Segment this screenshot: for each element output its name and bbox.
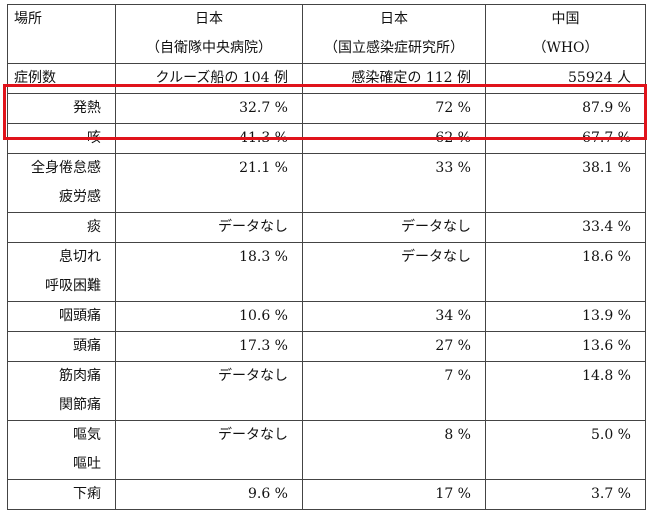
value-sdf: データなし [115, 420, 303, 480]
symptom-row: 嘔気嘔吐 データなし 8 % 5.0 % [7, 420, 646, 480]
symptom-row: 咽頭痛 10.6 % 34 % 13.9 % [7, 301, 646, 332]
value-niid: データなし [302, 242, 486, 302]
symptom-row: 咳 41.3 % 62 % 67.7 % [7, 123, 646, 154]
value-who: 38.1 % [485, 153, 646, 213]
value-who: 13.9 % [485, 301, 646, 332]
symptom-label: 嘔気 嘔吐 [7, 420, 116, 480]
value-who: 18.6 % [485, 242, 646, 302]
symptom-row: 筋肉痛関節痛 データなし 7 % 14.8 % [7, 361, 646, 421]
symptom-comparison-table: 場所 日本 （自衛隊中央病院） 日本 （国立感染症研究所） 中国 （WHO） 症… [7, 4, 646, 510]
header-country: 中国 [551, 11, 580, 27]
value-niid: 17 % [302, 479, 486, 510]
symptom-label: 頭痛 [7, 331, 116, 362]
symptom-label: 咽頭痛 [7, 301, 116, 332]
header-source: （国立感染症研究所） [324, 40, 464, 56]
value-sdf: データなし [115, 212, 303, 243]
value-niid: 8 % [302, 420, 486, 480]
value-sdf: 9.6 % [115, 479, 303, 510]
header-country: 日本 [380, 11, 408, 27]
value-sdf: データなし [115, 361, 303, 421]
value-niid: データなし [302, 212, 486, 243]
value-who: 3.7 % [485, 479, 646, 510]
symptom-label-line: 痰 [87, 219, 101, 235]
header-country: 日本 [195, 11, 223, 27]
symptom-row: 全身倦怠感 疲労感 21.1 % 33 % 38.1 % [7, 153, 646, 213]
value-sdf: 21.1 % [115, 153, 303, 213]
symptom-table-container: 場所 日本 （自衛隊中央病院） 日本 （国立感染症研究所） 中国 （WHO） 症… [7, 4, 646, 510]
symptom-label: 全身倦怠感疲労感 [7, 153, 116, 213]
symptom-label: 下痢 [7, 479, 116, 510]
value-niid: 27 % [302, 331, 486, 362]
symptom-label-line: 呼吸困難 [45, 278, 101, 294]
symptom-label-line: 全身倦怠感 [31, 160, 101, 176]
symptom-label: 筋肉痛 関節痛 [7, 361, 116, 421]
value-niid: 62 % [302, 123, 486, 154]
value-niid: 72 % [302, 93, 486, 124]
value-niid: 33 % [302, 153, 486, 213]
header-japan-sdf-hospital: 日本 （自衛隊中央病院） [115, 4, 303, 64]
symptom-label-line: 息切れ [59, 249, 101, 265]
symptom-label-line: 咽頭痛 [59, 308, 101, 324]
value-sdf: 10.6 % [115, 301, 303, 332]
header-source: （自衛隊中央病院） [146, 40, 272, 56]
cases-value-who: 55924 人 [485, 63, 646, 94]
value-sdf: 41.3 % [115, 123, 303, 154]
cases-row: 症例数 クルーズ船の 104 例 感染確定の 112 例 55924 人 [7, 63, 646, 94]
value-who: 87.9 % [485, 93, 646, 124]
header-location: 場所 [7, 4, 116, 64]
symptom-row: 頭痛 17.3 % 27 % 13.6 % [7, 331, 646, 362]
symptom-label: 痰 [7, 212, 116, 243]
symptom-label-line: 発熱 [73, 100, 101, 116]
header-japan-niid: 日本 （国立感染症研究所） [302, 4, 486, 64]
symptom-row: 痰データなし データなし 33.4 % [7, 212, 646, 243]
value-who: 67.7 % [485, 123, 646, 154]
symptom-label: 発熱 [7, 93, 116, 124]
value-niid: 7 % [302, 361, 486, 421]
symptom-row: 下痢 9.6 % 17 % 3.7 % [7, 479, 646, 510]
value-who: 13.6 % [485, 331, 646, 362]
value-sdf: 18.3 % [115, 242, 303, 302]
cases-value-sdf: クルーズ船の 104 例 [115, 63, 303, 94]
symptom-row: 息切れ 呼吸困難 18.3 % データなし 18.6 % [7, 242, 646, 302]
symptom-label-line: 嘔気 [73, 427, 101, 443]
header-row: 場所 日本 （自衛隊中央病院） 日本 （国立感染症研究所） 中国 （WHO） [7, 4, 646, 64]
symptom-label-line: 下痢 [73, 486, 101, 502]
cases-value-niid: 感染確定の 112 例 [302, 63, 486, 94]
symptom-label-line: 頭痛 [73, 338, 101, 354]
cases-label: 症例数 [7, 63, 116, 94]
header-source: （WHO） [532, 40, 599, 56]
value-sdf: 32.7 % [115, 93, 303, 124]
value-who: 33.4 % [485, 212, 646, 243]
symptom-row: 発熱 32.7 % 72 % 87.9 % [7, 93, 646, 124]
value-niid: 34 % [302, 301, 486, 332]
symptom-label: 咳 [7, 123, 116, 154]
symptom-label-line: 咳 [87, 130, 101, 146]
symptom-label-line: 疲労感 [59, 189, 101, 205]
symptom-label-line: 関節痛 [59, 397, 101, 413]
symptom-label-line: 嘔吐 [73, 456, 101, 472]
header-china-who: 中国 （WHO） [485, 4, 646, 64]
value-sdf: 17.3 % [115, 331, 303, 362]
symptom-label-line: 筋肉痛 [59, 368, 101, 384]
value-who: 14.8 % [485, 361, 646, 421]
value-who: 5.0 % [485, 420, 646, 480]
symptom-label: 息切れ呼吸困難 [7, 242, 116, 302]
